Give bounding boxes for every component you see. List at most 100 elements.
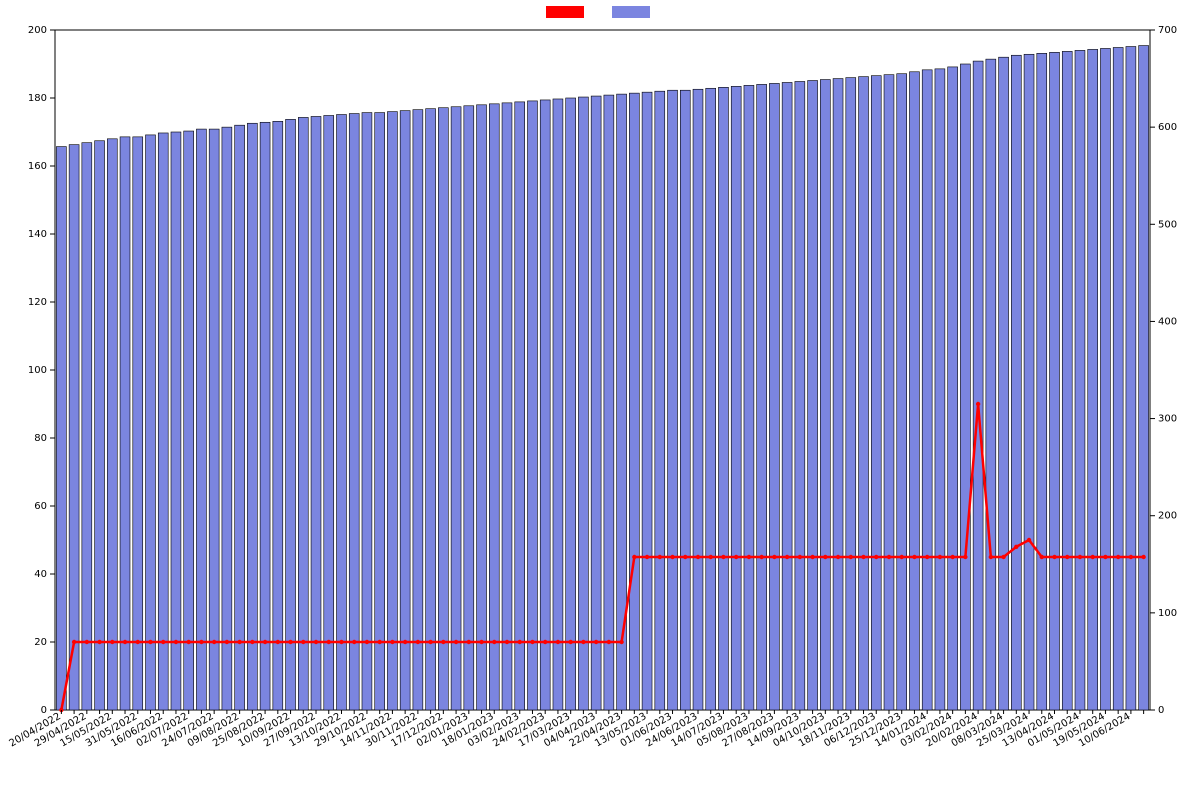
bar (1062, 51, 1072, 710)
line-marker (174, 640, 178, 644)
x-axis: 20/04/202229/04/202215/05/202231/05/2022… (7, 710, 1143, 749)
bars-group (56, 46, 1148, 710)
line-marker (301, 640, 305, 644)
line-marker (670, 555, 674, 559)
line-marker (836, 555, 840, 559)
bar (133, 137, 143, 710)
line-marker (938, 555, 942, 559)
bar (107, 139, 117, 710)
line-marker (365, 640, 369, 644)
bar (591, 96, 601, 710)
bar (95, 141, 105, 710)
line-marker (607, 640, 611, 644)
bar (948, 67, 958, 710)
line-marker (721, 555, 725, 559)
bar (489, 104, 499, 710)
line-marker (327, 640, 331, 644)
bar (400, 111, 410, 710)
bar (1050, 52, 1060, 710)
bar (1139, 46, 1149, 710)
bar (909, 72, 919, 710)
bar (782, 82, 792, 710)
bar (1088, 49, 1098, 710)
line-marker (288, 640, 292, 644)
line-marker (976, 402, 980, 406)
bar (629, 93, 639, 710)
line-marker (849, 555, 853, 559)
line-marker (186, 640, 190, 644)
bar (604, 95, 614, 710)
line-marker (518, 640, 522, 644)
line-marker (199, 640, 203, 644)
svg-text:40: 40 (34, 569, 47, 580)
bar (273, 121, 283, 710)
line-marker (887, 555, 891, 559)
line-marker (1091, 555, 1095, 559)
bar (146, 135, 156, 710)
line-marker (276, 640, 280, 644)
line-marker (772, 555, 776, 559)
line-marker (492, 640, 496, 644)
line-marker (747, 555, 751, 559)
bar (337, 115, 347, 710)
bar (286, 119, 296, 710)
bar (56, 147, 66, 710)
line-marker (148, 640, 152, 644)
bar (464, 106, 474, 710)
bar (871, 76, 881, 710)
line-marker (810, 555, 814, 559)
line-marker (1078, 555, 1082, 559)
line-marker (250, 640, 254, 644)
y-axis-right: 0100200300400500600700 (1150, 25, 1177, 716)
bar (795, 81, 805, 710)
line-marker (123, 640, 127, 644)
line-marker (556, 640, 560, 644)
line-marker (989, 555, 993, 559)
bar (706, 88, 716, 710)
svg-text:200: 200 (28, 25, 47, 36)
bar (260, 122, 270, 710)
line-marker (225, 640, 229, 644)
bar (1075, 50, 1085, 710)
line-marker (696, 555, 700, 559)
bar (298, 117, 308, 710)
bar (362, 113, 372, 710)
line-marker (823, 555, 827, 559)
bar (1100, 48, 1110, 710)
line-marker (925, 555, 929, 559)
line-marker (950, 555, 954, 559)
line-marker (1065, 555, 1069, 559)
svg-text:600: 600 (1158, 122, 1177, 133)
line-marker (1052, 555, 1056, 559)
svg-text:500: 500 (1158, 219, 1177, 230)
line-marker (632, 555, 636, 559)
bar (718, 87, 728, 710)
line-marker (912, 555, 916, 559)
svg-text:80: 80 (34, 433, 47, 444)
line-marker (136, 640, 140, 644)
bar (387, 112, 397, 710)
combo-chart: 0204060801001201401601802000100200300400… (0, 0, 1200, 800)
bar (808, 81, 818, 710)
bar (642, 92, 652, 710)
line-marker (441, 640, 445, 644)
bar (820, 80, 830, 710)
bar (655, 91, 665, 710)
line-marker (759, 555, 763, 559)
line-marker (454, 640, 458, 644)
bar (120, 137, 130, 710)
bar (566, 98, 576, 710)
bar (859, 77, 869, 710)
line-marker (581, 640, 585, 644)
bar (757, 84, 767, 710)
line-marker (709, 555, 713, 559)
line-marker (683, 555, 687, 559)
line-marker (594, 640, 598, 644)
svg-text:160: 160 (28, 161, 47, 172)
y-axis-left: 020406080100120140160180200 (28, 25, 55, 716)
bar (196, 129, 206, 710)
line-marker (530, 640, 534, 644)
bar (477, 105, 487, 710)
bar (973, 61, 983, 710)
line-marker (72, 640, 76, 644)
